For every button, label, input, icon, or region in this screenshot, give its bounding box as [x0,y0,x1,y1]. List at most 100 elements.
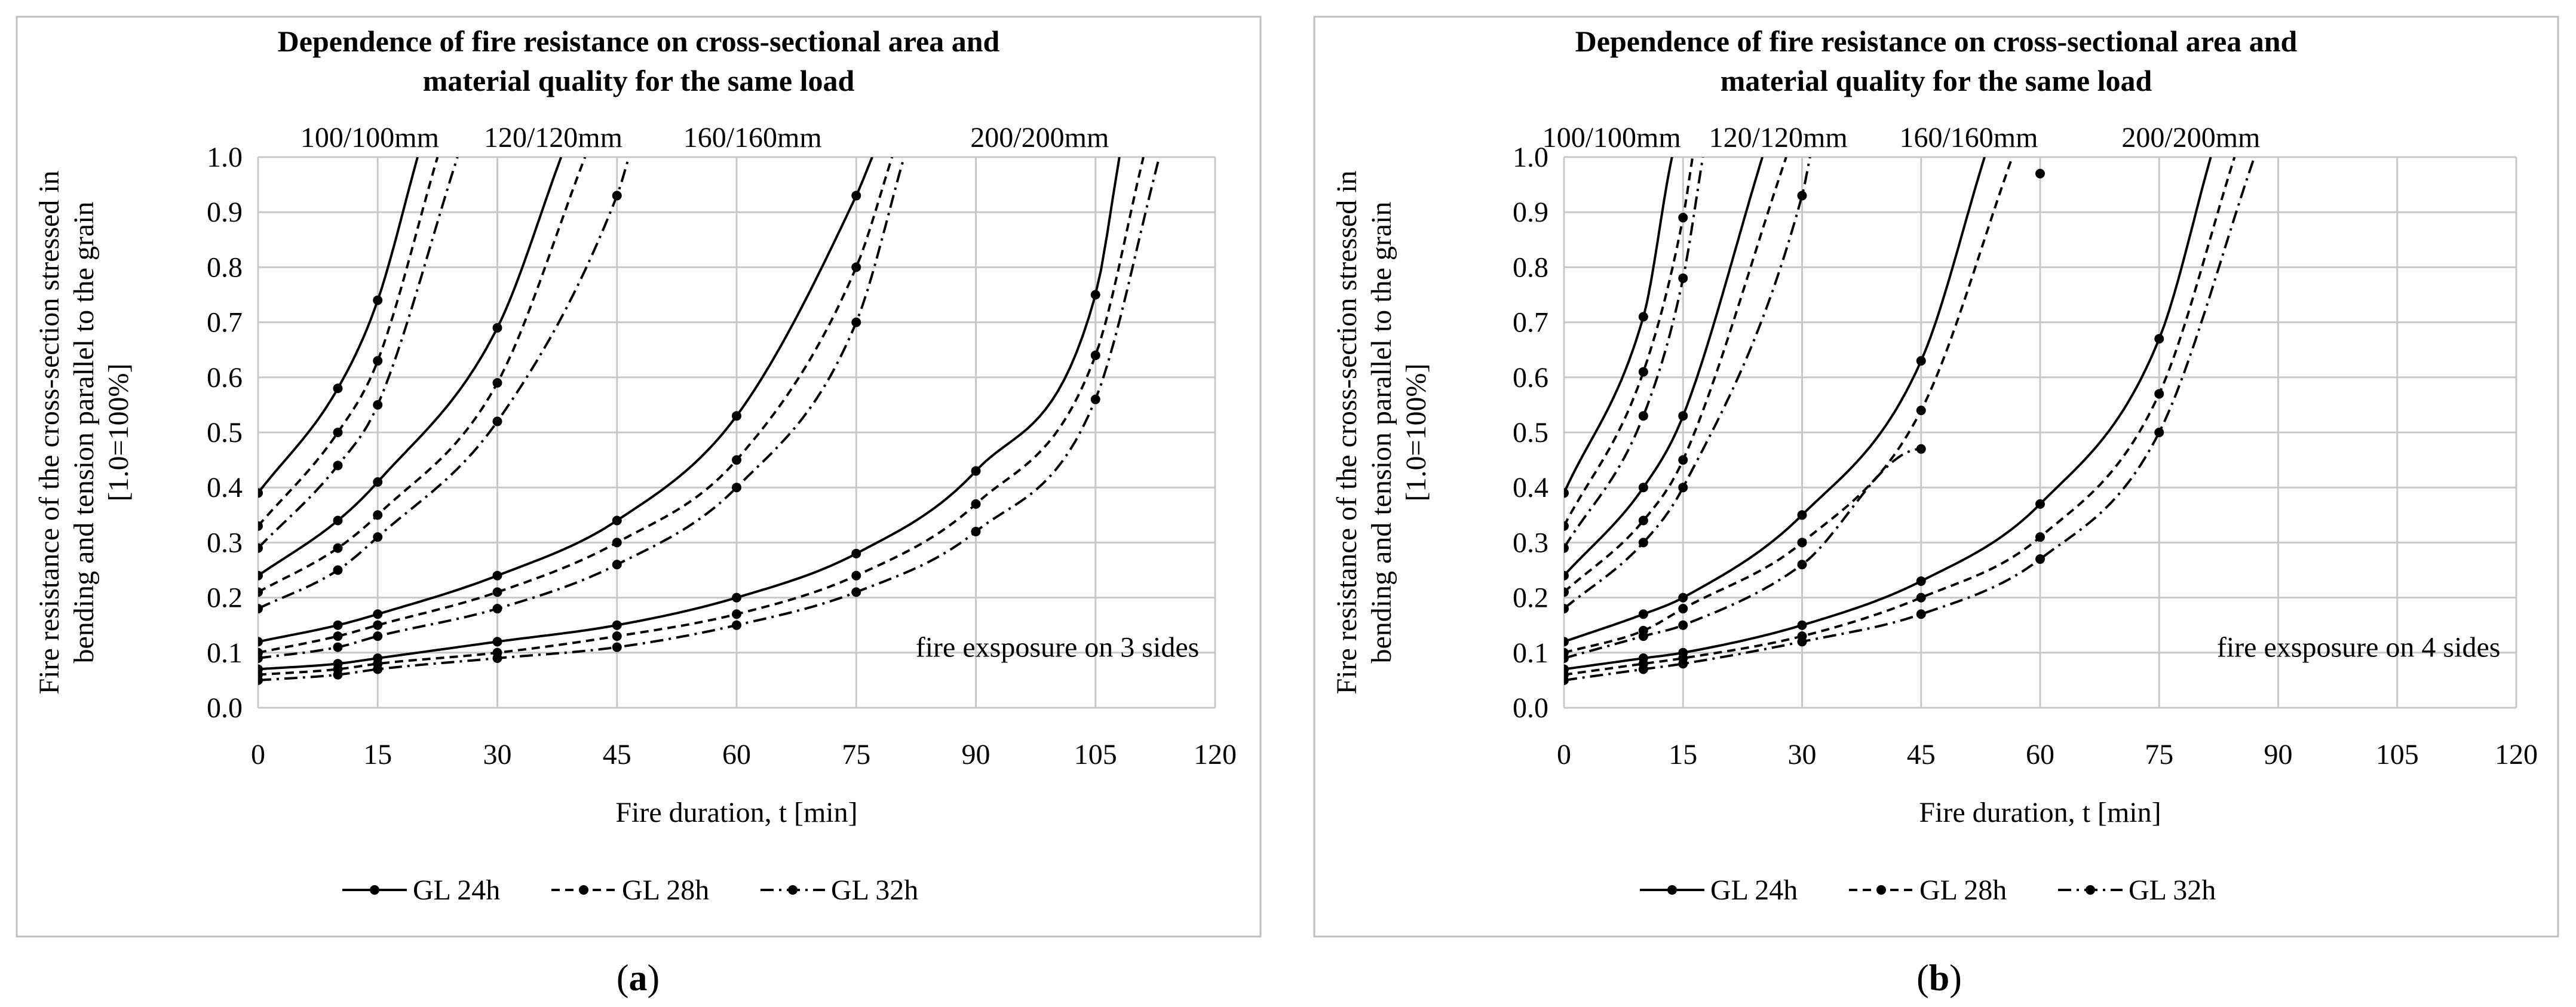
data-point [971,499,981,509]
data-point [258,675,263,685]
data-point [1564,604,1569,614]
data-point [333,642,343,652]
legend-label: GL 32h [2129,874,2216,906]
series-line-gl-32h [258,157,630,610]
y-tick-label: 0.4 [207,472,243,504]
series-line-gl-28h [258,157,587,594]
x-tick-label: 120 [2495,739,2538,770]
y-tick-label: 0.8 [1513,251,1548,283]
data-point [373,400,383,410]
data-point [1638,538,1648,548]
series-line-gl-24h [1564,157,2212,671]
y-tick-label: 0.0 [1513,692,1548,724]
data-point [1678,592,1688,603]
data-point [373,477,383,487]
section-label: 100/100mm [300,122,439,153]
data-point [1916,609,1926,619]
data-point [851,570,861,581]
data-point [373,510,383,520]
section-curves-100/100mm [1564,157,1704,553]
x-tick-label: 75 [2145,739,2173,770]
data-point [1564,570,1569,581]
data-point [612,642,622,652]
y-tick-label: 0.3 [207,527,243,558]
y-tick-label: 0.7 [1513,307,1548,339]
data-point [373,620,383,630]
data-point [333,620,343,630]
x-axis-label: Fire duration, t [min] [615,797,857,828]
data-point [732,609,741,619]
series-line-gl-28h [258,157,439,527]
data-point [1638,312,1648,322]
chart-title: Dependence of fire resistance on cross-s… [278,24,1000,58]
data-point [1638,483,1648,493]
chart-panel-a: Dependence of fire resistance on cross-s… [16,16,1262,938]
data-point [1564,637,1569,647]
series-line-gl-28h [258,157,894,654]
panel-caption: (b) [1916,958,1962,999]
series-line-gl-32h [1564,157,1811,610]
data-point [1916,576,1926,586]
data-point [1678,483,1688,493]
data-point [851,191,861,201]
data-point [333,383,343,394]
y-tick-label: 1.0 [207,142,243,173]
series-line-gl-28h [1564,157,2014,654]
legend-label: GL 32h [831,874,918,906]
y-tick-label: 0.6 [207,362,243,394]
data-point [2154,334,2164,344]
chart-title: material quality for the same load [1721,64,2152,97]
y-tick-label: 0.3 [1513,527,1548,558]
legend-label: GL 28h [622,874,709,906]
data-point [971,526,981,536]
data-point [732,483,741,493]
y-tick-label: 0.2 [1513,582,1548,614]
x-tick-label: 75 [842,739,870,770]
y-tick-label: 0.6 [1513,362,1548,394]
data-point [732,411,741,421]
data-point [1916,406,1926,416]
y-tick-label: 0.0 [207,692,243,724]
series-line-gl-24h [1564,157,1986,643]
series-line-gl-24h [1564,157,1673,494]
legend-label: GL 24h [413,874,500,906]
data-point [1638,609,1648,619]
y-axis-label-line: [1.0=100%] [103,363,134,501]
legend-marker [788,885,798,895]
data-point [258,521,263,531]
legend-marker [370,885,379,895]
section-curves-100/100mm [258,157,459,553]
series-line-gl-24h [258,157,563,577]
data-point [333,565,343,575]
data-point [1916,356,1926,366]
y-tick-label: 0.5 [207,417,243,449]
data-point [1678,411,1688,421]
section-label: 160/160mm [1899,122,2038,153]
data-point [851,548,861,558]
legend-label: GL 28h [1919,874,2007,906]
x-tick-label: 45 [1907,739,1936,770]
y-axis-label-line: Fire resistance of the cross-section str… [1331,170,1363,694]
exposure-annotation: fire exsposure on 3 sides [916,631,1200,663]
legend: GL 24h GL 28h GL 32h [342,874,918,906]
y-tick-label: 0.8 [207,251,243,283]
data-point [373,664,383,674]
data-point [1564,543,1569,553]
data-point [1564,675,1569,685]
data-point [333,631,343,641]
panel-caption: (a) [617,958,660,999]
data-point [612,620,622,630]
series-line-gl-24h [258,157,419,494]
data-point [732,592,741,603]
x-tick-label: 15 [1669,739,1697,770]
data-point [1678,455,1688,465]
y-axis-label-line: bending and tension parallel to the grai… [1366,201,1397,663]
data-point [1916,592,1926,603]
series-line-gl-28h [1564,157,2236,676]
series-line-gl-32h [1564,447,1921,659]
data-point [1797,538,1807,548]
data-point [258,637,263,647]
data-point [258,587,263,597]
section-label: 200/200mm [970,122,1109,153]
x-tick-label: 45 [603,739,631,770]
